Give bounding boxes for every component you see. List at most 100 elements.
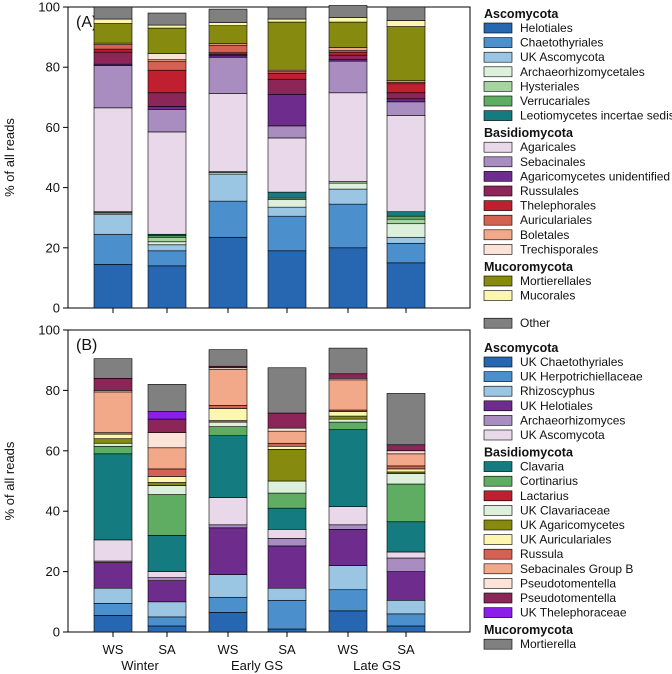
bar-segment — [267, 480, 307, 494]
legend-label: Sebacinales — [520, 155, 585, 169]
bar-segment — [386, 215, 426, 220]
legend-swatch — [483, 51, 513, 63]
bar-segment — [386, 468, 426, 473]
legend-swatch — [483, 429, 513, 441]
bar-segment — [147, 60, 187, 71]
bar-segment — [208, 497, 248, 526]
bar-segment — [328, 51, 368, 56]
bar-segment — [147, 53, 187, 60]
y-tick-label: 20 — [46, 240, 60, 255]
bar-segment — [147, 250, 187, 267]
bar-segment — [267, 628, 307, 633]
bar-segment — [328, 92, 368, 182]
bar-segment — [93, 438, 133, 444]
bar-segment — [267, 125, 307, 139]
bar-segment — [328, 21, 368, 48]
bar-segment — [386, 571, 426, 601]
bar-segment — [147, 24, 187, 29]
y-tick-label: 40 — [46, 504, 60, 519]
legend-swatch — [483, 171, 513, 182]
bar-segment — [147, 447, 187, 470]
bar-segment — [208, 612, 248, 633]
legend-label: Sebacinales Group B — [520, 562, 633, 576]
bar-segment — [147, 106, 187, 110]
bar-segment — [147, 494, 187, 536]
bar-segment — [328, 524, 368, 530]
bar-segment — [147, 12, 187, 26]
bar-segment — [328, 60, 368, 94]
legend-label: Verrucariales — [520, 94, 590, 108]
bar-segment — [147, 577, 187, 581]
legend-label: Mortierella — [520, 637, 576, 651]
bar-segment — [147, 384, 187, 412]
legend-swatch — [483, 534, 513, 545]
legend-group-title: Basidiomycota — [484, 126, 574, 140]
bar-segment — [267, 137, 307, 193]
bar-segment — [267, 587, 307, 601]
bar-segment — [328, 418, 368, 423]
legend-label: Pseudotomentella — [520, 576, 616, 590]
bar-segment — [267, 6, 307, 20]
bar-segment — [147, 625, 187, 633]
bar-segment — [267, 93, 307, 127]
x-group-label: Early GS — [231, 658, 283, 673]
bar-segment — [147, 535, 187, 572]
legend-label: Russulales — [520, 184, 579, 198]
legend-swatch — [483, 66, 513, 78]
bar-segment — [386, 557, 426, 572]
legend-swatch — [483, 400, 513, 412]
legend-label: UK Agaricomycetes — [520, 518, 625, 532]
x-bar-label: WS — [218, 642, 239, 657]
legend-swatch — [483, 607, 513, 618]
bar-segment — [267, 367, 307, 414]
bar-segment — [147, 109, 187, 133]
legend-label: Helotiales — [520, 21, 573, 35]
legend-swatch — [483, 156, 513, 168]
legend-label: UK Ascomycota — [520, 50, 605, 64]
legend-swatch — [483, 244, 513, 255]
bar-segment — [267, 18, 307, 23]
bar-segment — [93, 442, 133, 447]
y-axis-title: % of all reads — [2, 441, 17, 520]
bar-segment — [267, 72, 307, 80]
legend-swatch — [483, 371, 513, 382]
bar-segment — [386, 453, 426, 467]
bar-segment — [328, 589, 368, 612]
bar-segment — [386, 26, 426, 82]
bar-segment — [328, 182, 368, 190]
bar-segment — [328, 411, 368, 417]
bar-segment — [208, 22, 248, 26]
legend-label: Lactarius — [520, 489, 569, 503]
bar-segment — [386, 613, 426, 627]
bar-segment — [386, 92, 426, 100]
legend-label: Auriculariales — [520, 213, 592, 227]
bar-segment — [328, 610, 368, 633]
bar-segment — [93, 453, 133, 541]
legend-swatch — [483, 461, 513, 472]
bar-segment — [208, 236, 248, 309]
x-bar-label: SA — [397, 642, 415, 657]
bar-segment — [267, 538, 307, 547]
bar-segment — [147, 601, 187, 618]
x-bar-label: WS — [103, 642, 124, 657]
legend-swatch — [483, 275, 513, 287]
bar-segment — [386, 236, 426, 244]
bar-segment — [147, 411, 187, 420]
bar-segment — [147, 418, 187, 433]
bar-segment — [93, 6, 133, 20]
bar-segment — [147, 468, 187, 477]
bar-segment — [328, 373, 368, 379]
bar-segment — [93, 18, 133, 24]
legend-label: Mucorales — [520, 289, 575, 303]
bar-segment — [386, 242, 426, 264]
legend-swatch — [483, 548, 513, 560]
bar-segment — [147, 580, 187, 603]
legend-swatch — [483, 110, 513, 121]
bar-segment — [386, 262, 426, 309]
bar-segment — [267, 199, 307, 208]
bar-segment — [328, 429, 368, 507]
bar-segment — [328, 529, 368, 566]
bar-segment — [93, 615, 133, 633]
legend-label: Thelephorales — [520, 199, 596, 213]
bar-segment — [267, 412, 307, 429]
